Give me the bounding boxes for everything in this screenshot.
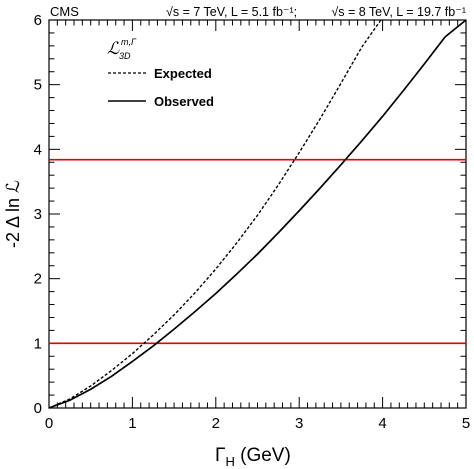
x-axis-label: ΓH (GeV) xyxy=(215,445,291,469)
lumi-7tev-label: √s = 7 TeV, L = 5.1 fb⁻¹; xyxy=(166,5,297,19)
legend-header-sup: m,Γ xyxy=(121,37,137,47)
x-tick-label: 3 xyxy=(295,415,303,432)
series-line-observed xyxy=(48,19,467,409)
y-axis-label: -2 Δ ln ℒ xyxy=(3,180,23,248)
x-axis-unit: (GeV) xyxy=(235,445,291,466)
legend-header-symbol: ℒ xyxy=(107,39,120,58)
lumi-8tev-label: √s = 8 TeV, L = 19.7 fb⁻¹ xyxy=(331,5,466,19)
x-axis-subscript: H xyxy=(225,454,234,469)
x-tick-label: 1 xyxy=(128,415,136,432)
x-tick-labels: 0 1 2 3 4 5 xyxy=(45,415,470,432)
y-tick-label: 4 xyxy=(34,141,42,158)
legend-header-sub: 3D xyxy=(119,51,131,61)
y-tick-label: 2 xyxy=(34,271,42,288)
y-tick-label: 1 xyxy=(34,335,42,352)
y-tick-labels: 0 1 2 3 4 5 6 xyxy=(34,12,42,417)
x-axis-symbol: Γ xyxy=(215,445,225,466)
x-tick-label: 4 xyxy=(378,415,386,432)
series-line-expected xyxy=(48,19,382,409)
legend-observed-label: Observed xyxy=(154,94,214,109)
x-tick-label: 0 xyxy=(45,415,53,432)
y-tick-label: 0 xyxy=(34,400,42,417)
reference-lines xyxy=(49,158,466,345)
y-tick-label: 6 xyxy=(34,12,42,29)
y-tick-label: 3 xyxy=(34,206,42,223)
experiment-label: CMS xyxy=(50,4,79,19)
legend-expected-label: Expected xyxy=(154,66,212,81)
plot-frame xyxy=(48,19,467,409)
x-tick-label: 5 xyxy=(462,415,470,432)
x-tick-label: 2 xyxy=(212,415,220,432)
legend: ℒ m,Γ 3D Expected Observed xyxy=(107,37,214,109)
series-group xyxy=(48,19,467,409)
axis-ticks xyxy=(48,19,467,409)
y-tick-label: 5 xyxy=(34,77,42,94)
